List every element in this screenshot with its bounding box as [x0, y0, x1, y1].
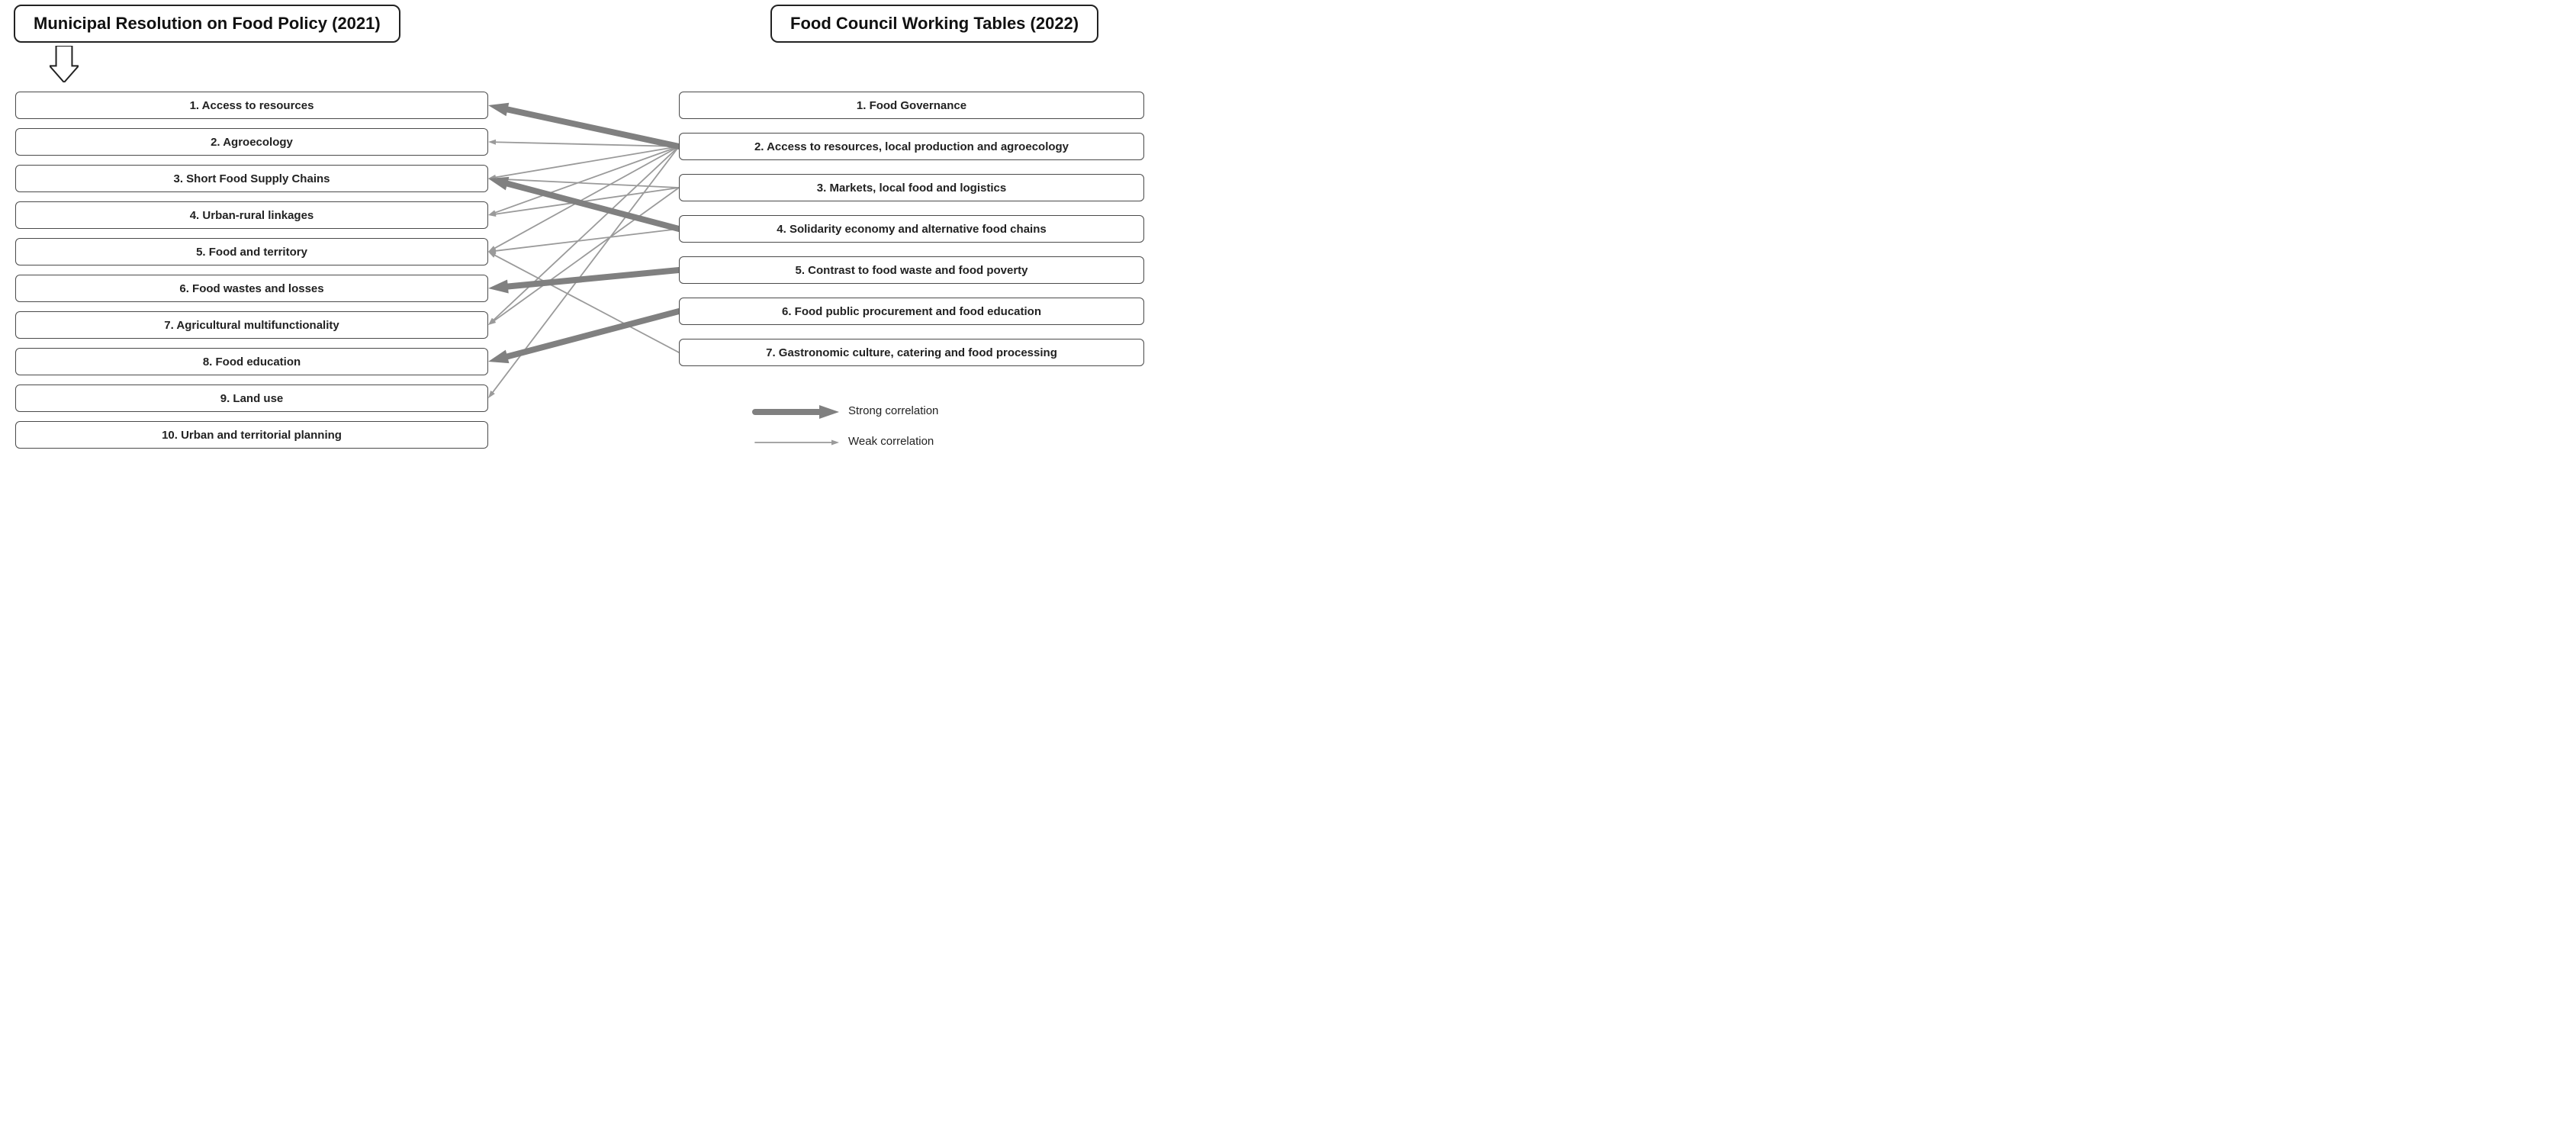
- legend-strong-label: Strong correlation: [848, 404, 938, 417]
- left-item: 9. Land use: [15, 385, 488, 412]
- left-item: 6. Food wastes and losses: [15, 275, 488, 302]
- left-item: 4. Urban-rural linkages: [15, 201, 488, 229]
- right-item-label: 6. Food public procurement and food educ…: [782, 305, 1041, 318]
- left-item: 7. Agricultural multifunctionality: [15, 311, 488, 339]
- left-item-label: 1. Access to resources: [190, 99, 314, 112]
- legend-weak-label: Weak correlation: [848, 435, 934, 448]
- left-title: Municipal Resolution on Food Policy (202…: [14, 5, 400, 43]
- right-item-label: 5. Contrast to food waste and food pover…: [795, 264, 1028, 277]
- left-item-label: 2. Agroecology: [211, 136, 293, 149]
- right-item-label: 3. Markets, local food and logistics: [817, 182, 1006, 195]
- right-item: 3. Markets, local food and logistics: [679, 174, 1144, 201]
- left-item-label: 9. Land use: [220, 392, 284, 405]
- right-item: 7. Gastronomic culture, catering and foo…: [679, 339, 1144, 366]
- left-item-label: 4. Urban-rural linkages: [190, 209, 314, 222]
- left-item-label: 7. Agricultural multifunctionality: [164, 319, 339, 332]
- left-item: 10. Urban and territorial planning: [15, 421, 488, 449]
- right-item: 1. Food Governance: [679, 92, 1144, 119]
- right-item: 5. Contrast to food waste and food pover…: [679, 256, 1144, 284]
- left-item-label: 8. Food education: [203, 356, 301, 368]
- right-item: 6. Food public procurement and food educ…: [679, 298, 1144, 325]
- right-item-label: 4. Solidarity economy and alternative fo…: [777, 223, 1046, 236]
- left-item: 3. Short Food Supply Chains: [15, 165, 488, 192]
- right-item: 2. Access to resources, local production…: [679, 133, 1144, 160]
- right-item-label: 7. Gastronomic culture, catering and foo…: [766, 346, 1057, 359]
- right-title: Food Council Working Tables (2022): [770, 5, 1098, 43]
- left-item-label: 5. Food and territory: [196, 246, 307, 259]
- left-item-label: 6. Food wastes and losses: [179, 282, 323, 295]
- down-arrow-icon: [50, 46, 79, 82]
- left-item: 8. Food education: [15, 348, 488, 375]
- left-item: 1. Access to resources: [15, 92, 488, 119]
- left-item: 2. Agroecology: [15, 128, 488, 156]
- right-item-label: 2. Access to resources, local production…: [754, 140, 1069, 153]
- right-item-label: 1. Food Governance: [857, 99, 966, 112]
- left-item: 5. Food and territory: [15, 238, 488, 265]
- diagram-stage: Municipal Resolution on Food Policy (202…: [0, 0, 1159, 504]
- left-item-label: 10. Urban and territorial planning: [162, 429, 342, 442]
- left-item-label: 3. Short Food Supply Chains: [173, 172, 330, 185]
- right-item: 4. Solidarity economy and alternative fo…: [679, 215, 1144, 243]
